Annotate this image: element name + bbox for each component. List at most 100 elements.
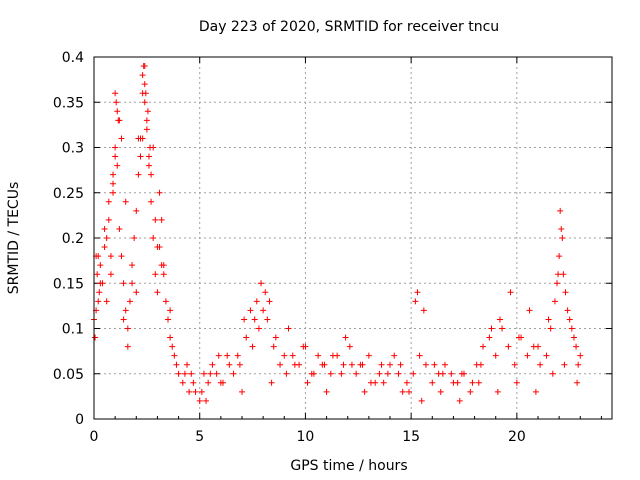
data-point bbox=[448, 370, 455, 377]
data-point bbox=[92, 334, 99, 341]
data-point bbox=[150, 235, 157, 241]
data-point bbox=[505, 343, 512, 350]
data-point bbox=[129, 280, 136, 287]
data-point bbox=[340, 361, 347, 368]
data-point bbox=[258, 280, 265, 287]
data-point bbox=[561, 361, 568, 368]
data-point bbox=[323, 388, 330, 395]
data-point bbox=[145, 153, 152, 160]
data-point bbox=[524, 352, 531, 359]
data-point bbox=[181, 370, 188, 377]
data-point bbox=[507, 289, 514, 296]
data-point bbox=[184, 361, 191, 368]
data-point bbox=[158, 216, 165, 223]
x-axis: 0 5 10 15 20 bbox=[90, 57, 602, 445]
data-point bbox=[112, 153, 119, 160]
data-point bbox=[264, 316, 271, 323]
data-point bbox=[169, 343, 176, 350]
data-point bbox=[348, 361, 355, 368]
data-point bbox=[513, 379, 520, 386]
data-point bbox=[403, 379, 410, 386]
data-point bbox=[116, 225, 123, 232]
data-point bbox=[139, 135, 146, 142]
data-point bbox=[456, 397, 463, 404]
data-point bbox=[148, 171, 155, 178]
data-point bbox=[486, 334, 493, 341]
data-point bbox=[537, 361, 544, 368]
data-point bbox=[122, 307, 129, 314]
data-point bbox=[499, 325, 506, 332]
data-point bbox=[399, 388, 406, 395]
data-point bbox=[458, 370, 465, 377]
data-point bbox=[107, 253, 114, 260]
data-point bbox=[167, 307, 174, 314]
data-point bbox=[196, 397, 203, 404]
y-tick-label: 0.1 bbox=[62, 322, 84, 338]
y-tick-label: 0.3 bbox=[62, 141, 84, 157]
data-point bbox=[469, 379, 476, 386]
data-point bbox=[96, 289, 103, 296]
data-point bbox=[118, 135, 125, 142]
data-point bbox=[226, 361, 233, 368]
data-point bbox=[205, 379, 212, 386]
data-point bbox=[549, 370, 556, 377]
data-point bbox=[384, 370, 391, 377]
data-point bbox=[241, 316, 248, 323]
data-point bbox=[492, 352, 499, 359]
data-point bbox=[532, 388, 539, 395]
data-point bbox=[304, 379, 311, 386]
data-point bbox=[192, 388, 199, 395]
data-point bbox=[97, 280, 104, 287]
data-point bbox=[243, 334, 250, 341]
data-point bbox=[101, 244, 108, 251]
data-point bbox=[556, 253, 563, 260]
data-points bbox=[91, 63, 584, 404]
data-point bbox=[110, 171, 117, 178]
data-point bbox=[566, 316, 573, 323]
data-point bbox=[416, 352, 423, 359]
data-point bbox=[103, 298, 110, 305]
y-tick-label: 0.25 bbox=[53, 186, 84, 202]
data-point bbox=[545, 316, 552, 323]
data-point bbox=[327, 370, 334, 377]
data-point bbox=[475, 379, 482, 386]
data-point bbox=[268, 379, 275, 386]
x-tick-label: 15 bbox=[402, 429, 420, 445]
data-point bbox=[450, 379, 457, 386]
x-tick-label: 20 bbox=[508, 429, 526, 445]
data-point bbox=[255, 325, 262, 332]
data-point bbox=[122, 198, 129, 205]
plot-frame bbox=[93, 56, 613, 420]
data-point bbox=[270, 343, 277, 350]
data-point bbox=[406, 388, 413, 395]
data-point bbox=[139, 72, 146, 79]
data-point bbox=[107, 271, 114, 278]
data-point bbox=[209, 361, 216, 368]
data-point bbox=[103, 235, 110, 241]
data-point bbox=[291, 361, 298, 368]
data-point bbox=[397, 361, 404, 368]
data-point bbox=[283, 370, 290, 377]
data-point bbox=[150, 144, 157, 151]
data-point bbox=[277, 361, 284, 368]
data-point bbox=[141, 99, 148, 106]
data-point bbox=[573, 343, 580, 350]
data-point bbox=[395, 370, 402, 377]
data-point bbox=[239, 388, 245, 395]
data-point bbox=[560, 271, 567, 278]
data-point bbox=[219, 379, 226, 386]
data-point bbox=[173, 361, 180, 368]
data-point bbox=[120, 280, 127, 287]
y-tick-label: 0.05 bbox=[53, 367, 84, 383]
data-point bbox=[559, 235, 566, 241]
data-point bbox=[207, 370, 214, 377]
data-point bbox=[429, 379, 436, 386]
data-point bbox=[361, 388, 368, 395]
data-point bbox=[526, 307, 533, 314]
data-point bbox=[272, 334, 279, 341]
data-point bbox=[234, 352, 241, 359]
data-point bbox=[266, 298, 273, 305]
data-point bbox=[310, 370, 317, 377]
data-point bbox=[410, 370, 417, 377]
